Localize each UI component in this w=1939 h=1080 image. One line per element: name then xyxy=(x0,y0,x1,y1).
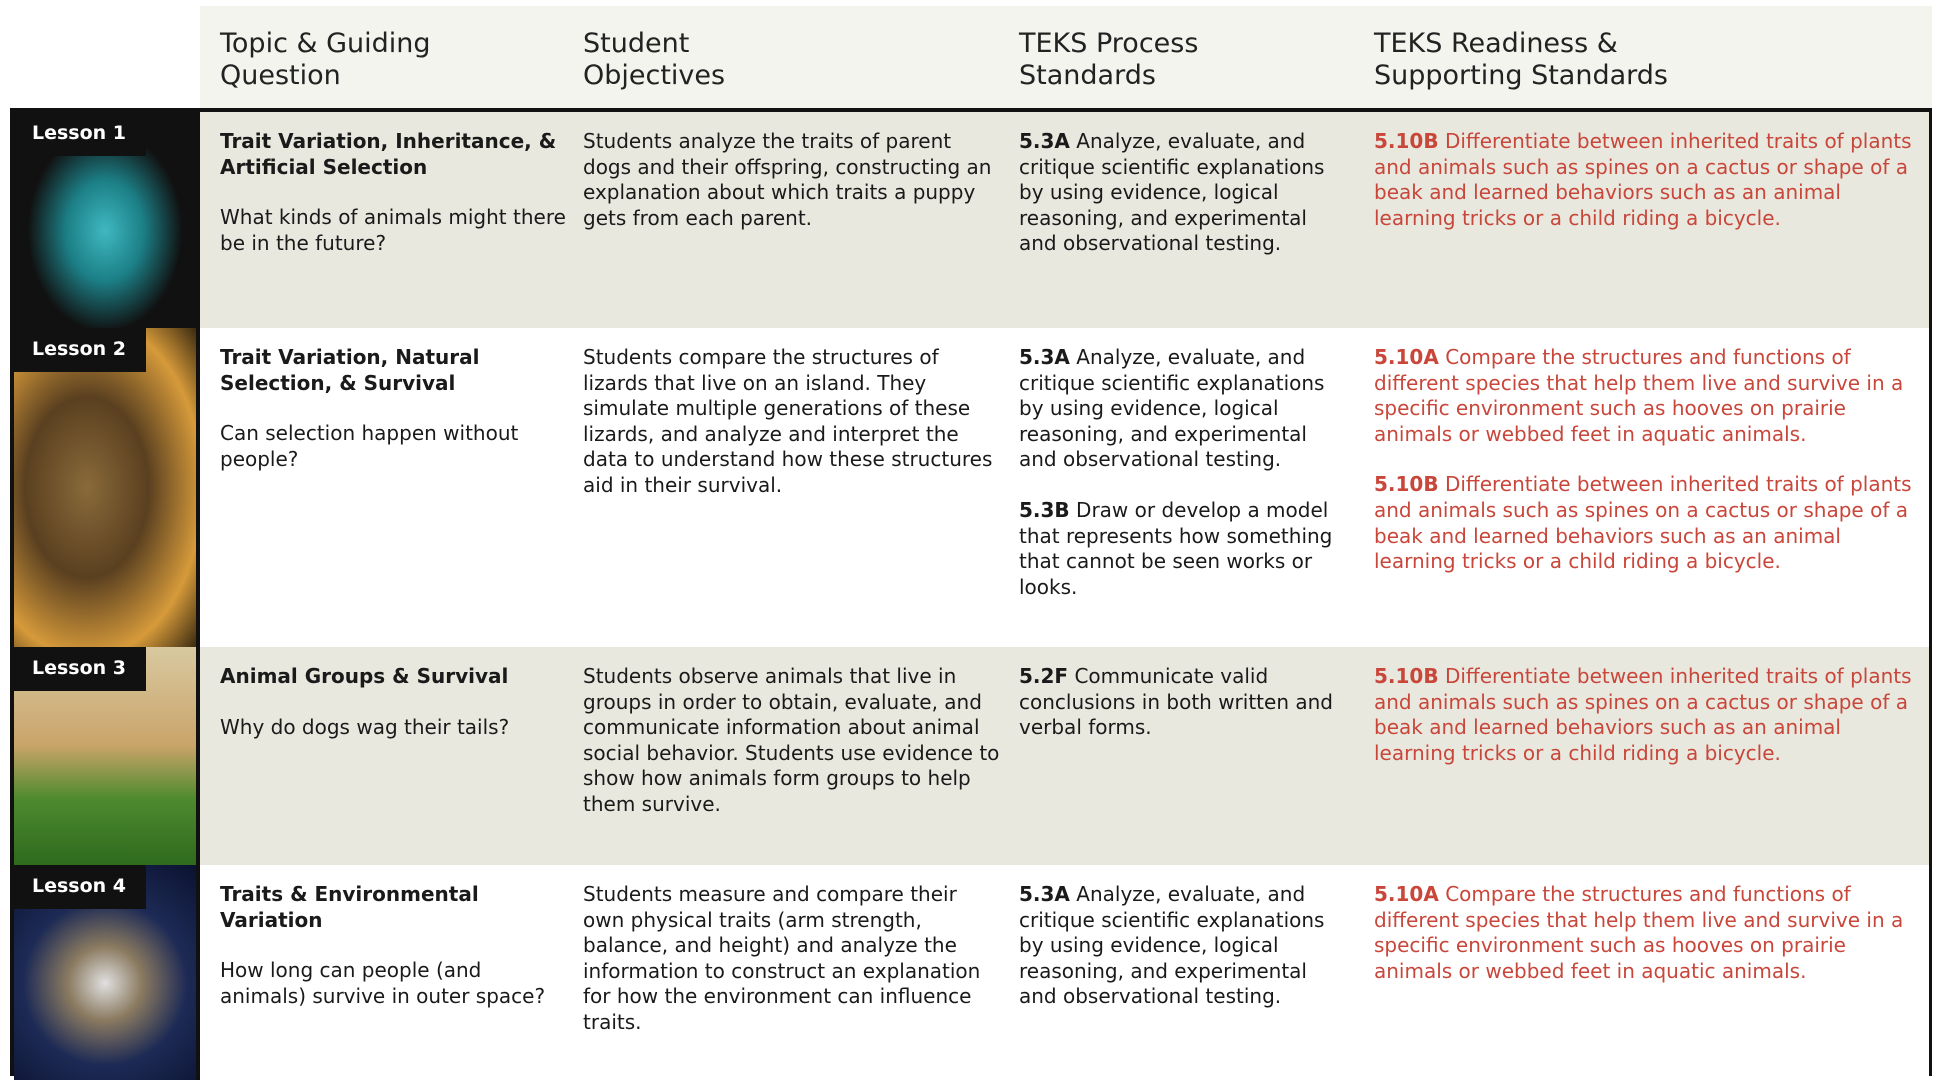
process_standards-cell: 5.3A Analyze, evaluate, and critique sci… xyxy=(1019,882,1349,1035)
standard: 5.10A Compare the structures and functio… xyxy=(1374,882,1919,984)
lesson-row: Lesson 3 Animal Groups & Survival Why do d… xyxy=(14,647,1929,865)
lesson-table: Lesson 1 Trait Variation, Inheritance, & … xyxy=(10,108,1932,1080)
standard-text: Compare the structures and functions of … xyxy=(1374,882,1904,983)
topic-cell: Animal Groups & Survival Why do dogs wag … xyxy=(220,664,570,765)
standard-code: 5.10B xyxy=(1374,472,1439,497)
standard-code: 5.10B xyxy=(1374,129,1439,153)
topic-cell: Trait Variation, Inheritance, & Artifici… xyxy=(220,129,570,281)
lesson-image: Lesson 4 xyxy=(14,865,200,1080)
readiness_standards-cell: 5.10B Differentiate between inherited tr… xyxy=(1374,129,1919,256)
table-header: Topic & Guiding Question Student Objecti… xyxy=(200,6,1932,108)
standard-text: Analyze, evaluate, and critique scientif… xyxy=(1019,129,1325,256)
lesson-image: Lesson 1 xyxy=(14,112,200,328)
standard: 5.10B Differentiate between inherited tr… xyxy=(1374,664,1919,766)
lesson-row: Lesson 2 Trait Variation, Natural Selecti… xyxy=(14,328,1929,647)
topic-title-text: Animal Groups & Survival xyxy=(220,664,509,688)
standard-code: 5.2F xyxy=(1019,664,1069,688)
standard-code: 5.10A xyxy=(1374,882,1439,906)
guiding-question: Can selection happen without people? xyxy=(220,421,519,471)
standard: 5.3A Analyze, evaluate, and critique sci… xyxy=(1019,129,1349,257)
topic-cell: Trait Variation, Natural Selection, & Su… xyxy=(220,345,570,497)
objectives: Students analyze the traits of parent do… xyxy=(583,129,992,230)
standard-text: Analyze, evaluate, and critique scientif… xyxy=(1019,882,1325,1009)
topic-title-text: Trait Variation, Inheritance, & Artifici… xyxy=(220,129,557,179)
topic-title: Traits & Environmental Variation xyxy=(220,882,570,933)
lesson-label: Lesson 2 xyxy=(14,328,147,372)
standard-code: 5.3A xyxy=(1019,129,1070,153)
standard-code: 5.10B xyxy=(1374,664,1439,688)
standard: 5.10A Compare the structures and functio… xyxy=(1374,345,1919,447)
objectives: Students measure and compare their own p… xyxy=(583,882,981,1034)
standard-text: Differentiate between inherited traits o… xyxy=(1374,664,1912,765)
topic-title: Animal Groups & Survival xyxy=(220,664,570,690)
lesson-image: Lesson 2 xyxy=(14,328,200,647)
standard-code: 5.3A xyxy=(1019,882,1070,906)
lesson-row: Lesson 4 Traits & Environmental Variation… xyxy=(14,865,1929,1080)
standard: 5.10B Differentiate between inherited tr… xyxy=(1374,472,1919,574)
guiding-question: Why do dogs wag their tails? xyxy=(220,714,510,739)
standard-text: Differentiate between inherited traits o… xyxy=(1374,472,1912,574)
standard: 5.3A Analyze, evaluate, and critique sci… xyxy=(1019,345,1349,473)
lesson-row: Lesson 1 Trait Variation, Inheritance, & … xyxy=(14,112,1929,328)
objectives: Students observe animals that live in gr… xyxy=(583,664,1000,816)
lesson-label: Lesson 1 xyxy=(14,112,147,156)
objectives-cell: Students observe animals that live in gr… xyxy=(583,664,1003,843)
topic-title: Trait Variation, Natural Selection, & Su… xyxy=(220,345,570,396)
standard-code: 5.3B xyxy=(1019,497,1070,522)
lesson-image: Lesson 3 xyxy=(14,647,200,865)
standard: 5.3A Analyze, evaluate, and critique sci… xyxy=(1019,882,1349,1010)
standard-code: 5.10A xyxy=(1374,345,1439,369)
header-cell: TEKS Readiness & Supporting Standards xyxy=(1374,28,1668,91)
objectives-cell: Students analyze the traits of parent do… xyxy=(583,129,1003,256)
standard: 5.10B Differentiate between inherited tr… xyxy=(1374,129,1919,231)
process_standards-cell: 5.3A Analyze, evaluate, and critique sci… xyxy=(1019,129,1349,282)
standard-text: Communicate valid conclusions in both wr… xyxy=(1019,664,1333,740)
topic-cell: Traits & Environmental Variation How long… xyxy=(220,882,570,1034)
standard-code: 5.3A xyxy=(1019,345,1070,369)
lesson-label: Lesson 3 xyxy=(14,647,147,691)
standard-text: Compare the structures and functions of … xyxy=(1374,345,1904,446)
header-cell: Topic & Guiding Question xyxy=(220,28,431,91)
objectives-cell: Students compare the structures of lizar… xyxy=(583,345,1003,524)
topic-title: Trait Variation, Inheritance, & Artifici… xyxy=(220,129,570,180)
standard-text: Draw or develop a model that represents … xyxy=(1019,497,1333,599)
readiness_standards-cell: 5.10B Differentiate between inherited tr… xyxy=(1374,664,1919,791)
topic-title-text: Traits & Environmental Variation xyxy=(220,882,479,932)
header-cell: Student Objectives xyxy=(583,28,726,91)
standard-text: Analyze, evaluate, and critique scientif… xyxy=(1019,345,1325,472)
process_standards-cell: 5.2F Communicate valid conclusions in bo… xyxy=(1019,664,1349,766)
lesson-label: Lesson 4 xyxy=(14,865,147,909)
guiding-question: What kinds of animals might there be in … xyxy=(220,205,566,255)
process_standards-cell: 5.3A Analyze, evaluate, and critique sci… xyxy=(1019,345,1349,625)
objectives: Students compare the structures of lizar… xyxy=(583,345,993,497)
header-cell: TEKS Process Standards xyxy=(1019,28,1199,91)
readiness_standards-cell: 5.10A Compare the structures and functio… xyxy=(1374,882,1919,1009)
standard: 5.3B Draw or develop a model that repres… xyxy=(1019,498,1349,600)
standard-text: Differentiate between inherited traits o… xyxy=(1374,129,1912,230)
topic-title-text: Trait Variation, Natural Selection, & Su… xyxy=(220,345,480,395)
readiness_standards-cell: 5.10A Compare the structures and functio… xyxy=(1374,345,1919,600)
standard: 5.2F Communicate valid conclusions in bo… xyxy=(1019,664,1349,741)
objectives-cell: Students measure and compare their own p… xyxy=(583,882,1003,1061)
guiding-question: How long can people (and animals) surviv… xyxy=(220,958,546,1008)
